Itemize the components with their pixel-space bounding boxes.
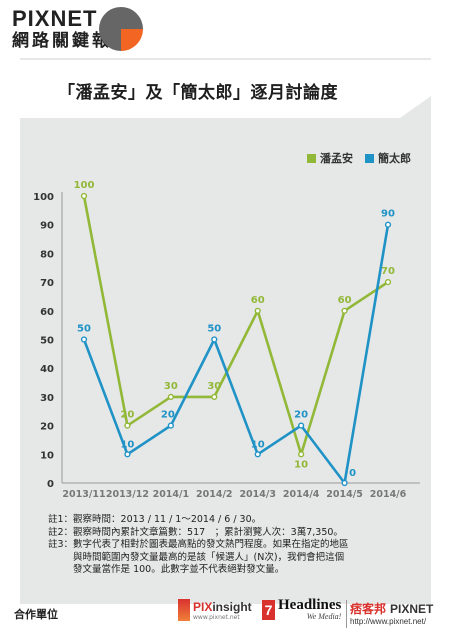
data-point xyxy=(341,479,348,487)
data-point xyxy=(80,192,88,200)
title-banner xyxy=(20,60,431,118)
partner-label: 合作單位 xyxy=(14,608,58,621)
headlines-number: 7 xyxy=(262,599,275,620)
footnote-text: 數字代表了相對於圖表最高點的發文熱門程度。如果在指定的地區 與時間範圍內發文量最… xyxy=(73,539,349,575)
data-label: 60 xyxy=(251,295,265,306)
data-label: 30 xyxy=(164,381,178,392)
data-point xyxy=(384,221,392,228)
data-label: 50 xyxy=(207,324,221,335)
footnote-text: 觀察時間：2013 / 11 / 1～2014 / 6 / 30。 xyxy=(73,514,262,525)
legend-item: 潘孟安 xyxy=(307,150,353,166)
footnote-text: 觀察時間內累計文章篇數：517 ；累計瀏覽人次：3萬7,350。 xyxy=(73,526,343,538)
data-point xyxy=(254,307,261,314)
footnote-key: 註3： xyxy=(48,539,74,550)
data-label: 30 xyxy=(207,381,221,392)
data-label: 60 xyxy=(338,295,352,306)
legend-swatch xyxy=(365,153,374,163)
divider xyxy=(346,600,347,628)
data-point xyxy=(384,279,392,286)
data-point xyxy=(298,422,305,429)
brand-subtitle: 網路關鍵報告 xyxy=(12,31,132,51)
data-label: 10 xyxy=(294,459,308,470)
data-label: 20 xyxy=(161,410,175,421)
x-tick-label: 2014/5 xyxy=(326,489,363,500)
y-tick-label: 70 xyxy=(40,278,54,289)
data-point xyxy=(211,393,218,401)
data-label: 50 xyxy=(77,324,91,335)
pixnet-en: PIXNET xyxy=(390,601,434,616)
chart-card xyxy=(20,58,431,604)
pie-logo-icon xyxy=(99,7,143,51)
pixnet-url: http://www.pixnet.net/ xyxy=(350,617,427,626)
y-tick-label: 90 xyxy=(40,221,54,232)
data-point xyxy=(167,393,174,401)
data-label: 0 xyxy=(349,468,356,479)
x-tick-label: 2014/6 xyxy=(370,489,407,500)
y-tick-label: 0 xyxy=(47,479,54,490)
footnotes: 註1： 觀察時間：2013 / 11 / 1～2014 / 6 / 30。 註2… xyxy=(48,514,349,577)
data-point xyxy=(341,307,348,314)
page-title: 「潘孟安」及「簡太郎」逐月討論度 xyxy=(58,83,338,103)
pixnet-logo: 痞客邦 PIXNET http://www.pixnet.net/ xyxy=(350,600,434,627)
y-tick-label: 100 xyxy=(33,192,54,203)
y-tick-label: 20 xyxy=(40,422,54,433)
data-label: 100 xyxy=(74,180,95,191)
data-point xyxy=(211,336,218,343)
x-tick-label: 2014/2 xyxy=(196,489,233,500)
y-tick-label: 80 xyxy=(40,249,54,260)
y-tick-label: 30 xyxy=(40,393,54,404)
pixinsight-logo: PIXinsight www.pixnet.net xyxy=(178,599,252,621)
data-point xyxy=(124,422,131,429)
y-tick-label: 40 xyxy=(40,364,54,375)
legend-label: 簡太郎 xyxy=(378,152,411,165)
pixinsight-name-a: PIX xyxy=(193,599,213,614)
data-point xyxy=(124,451,131,458)
pixinsight-url: www.pixnet.net xyxy=(193,613,240,621)
series-line-1 xyxy=(82,195,389,456)
data-label: 20 xyxy=(294,410,308,421)
data-label: 90 xyxy=(381,209,395,220)
x-tick-label: 2014/1 xyxy=(153,489,190,500)
data-label: 10 xyxy=(251,439,265,450)
pixinsight-mark-icon xyxy=(178,599,190,621)
data-point xyxy=(167,422,174,429)
headlines-tagline: We Media! xyxy=(306,612,342,621)
footnote-key: 註1： xyxy=(48,514,74,525)
series-line-2 xyxy=(82,224,390,485)
brand-name: PIXNET xyxy=(12,6,98,31)
legend-item: 簡太郎 xyxy=(365,150,411,166)
data-point xyxy=(254,451,261,458)
legend-swatch xyxy=(307,153,316,163)
data-label: 20 xyxy=(120,410,134,421)
x-tick-label: 2014/4 xyxy=(283,489,320,500)
chart-legend: 潘孟安 簡太郎 xyxy=(307,150,411,166)
x-tick-label: 2013/12 xyxy=(106,489,149,500)
data-label: 70 xyxy=(381,266,395,277)
headlines-name: Headlines xyxy=(278,597,342,613)
footnote: 註2： 觀察時間內累計文章篇數：517 ；累計瀏覽人次：3萬7,350。 xyxy=(48,527,349,540)
legend-label: 潘孟安 xyxy=(320,152,353,165)
footnote: 註3： 數字代表了相對於圖表最高點的發文熱門程度。如果在指定的地區 與時間範圍內… xyxy=(48,539,349,577)
pixinsight-name-b: insight xyxy=(212,599,252,614)
y-tick-label: 60 xyxy=(40,307,54,318)
pixnet-cn: 痞客邦 xyxy=(350,602,387,616)
x-tick-label: 2013/11 xyxy=(62,489,105,500)
footnote: 註1： 觀察時間：2013 / 11 / 1～2014 / 6 / 30。 xyxy=(48,514,349,527)
data-point xyxy=(298,451,305,458)
data-point xyxy=(80,336,88,343)
x-tick-label: 2014/3 xyxy=(239,489,276,500)
y-tick-label: 50 xyxy=(40,336,54,347)
y-tick-label: 10 xyxy=(40,450,54,461)
headlines-logo: 7 Headlines We Media! xyxy=(262,598,341,621)
data-label: 10 xyxy=(120,439,134,450)
brand: PIXNET 網路關鍵報告 xyxy=(12,8,132,52)
footnote-key: 註2： xyxy=(48,526,74,538)
